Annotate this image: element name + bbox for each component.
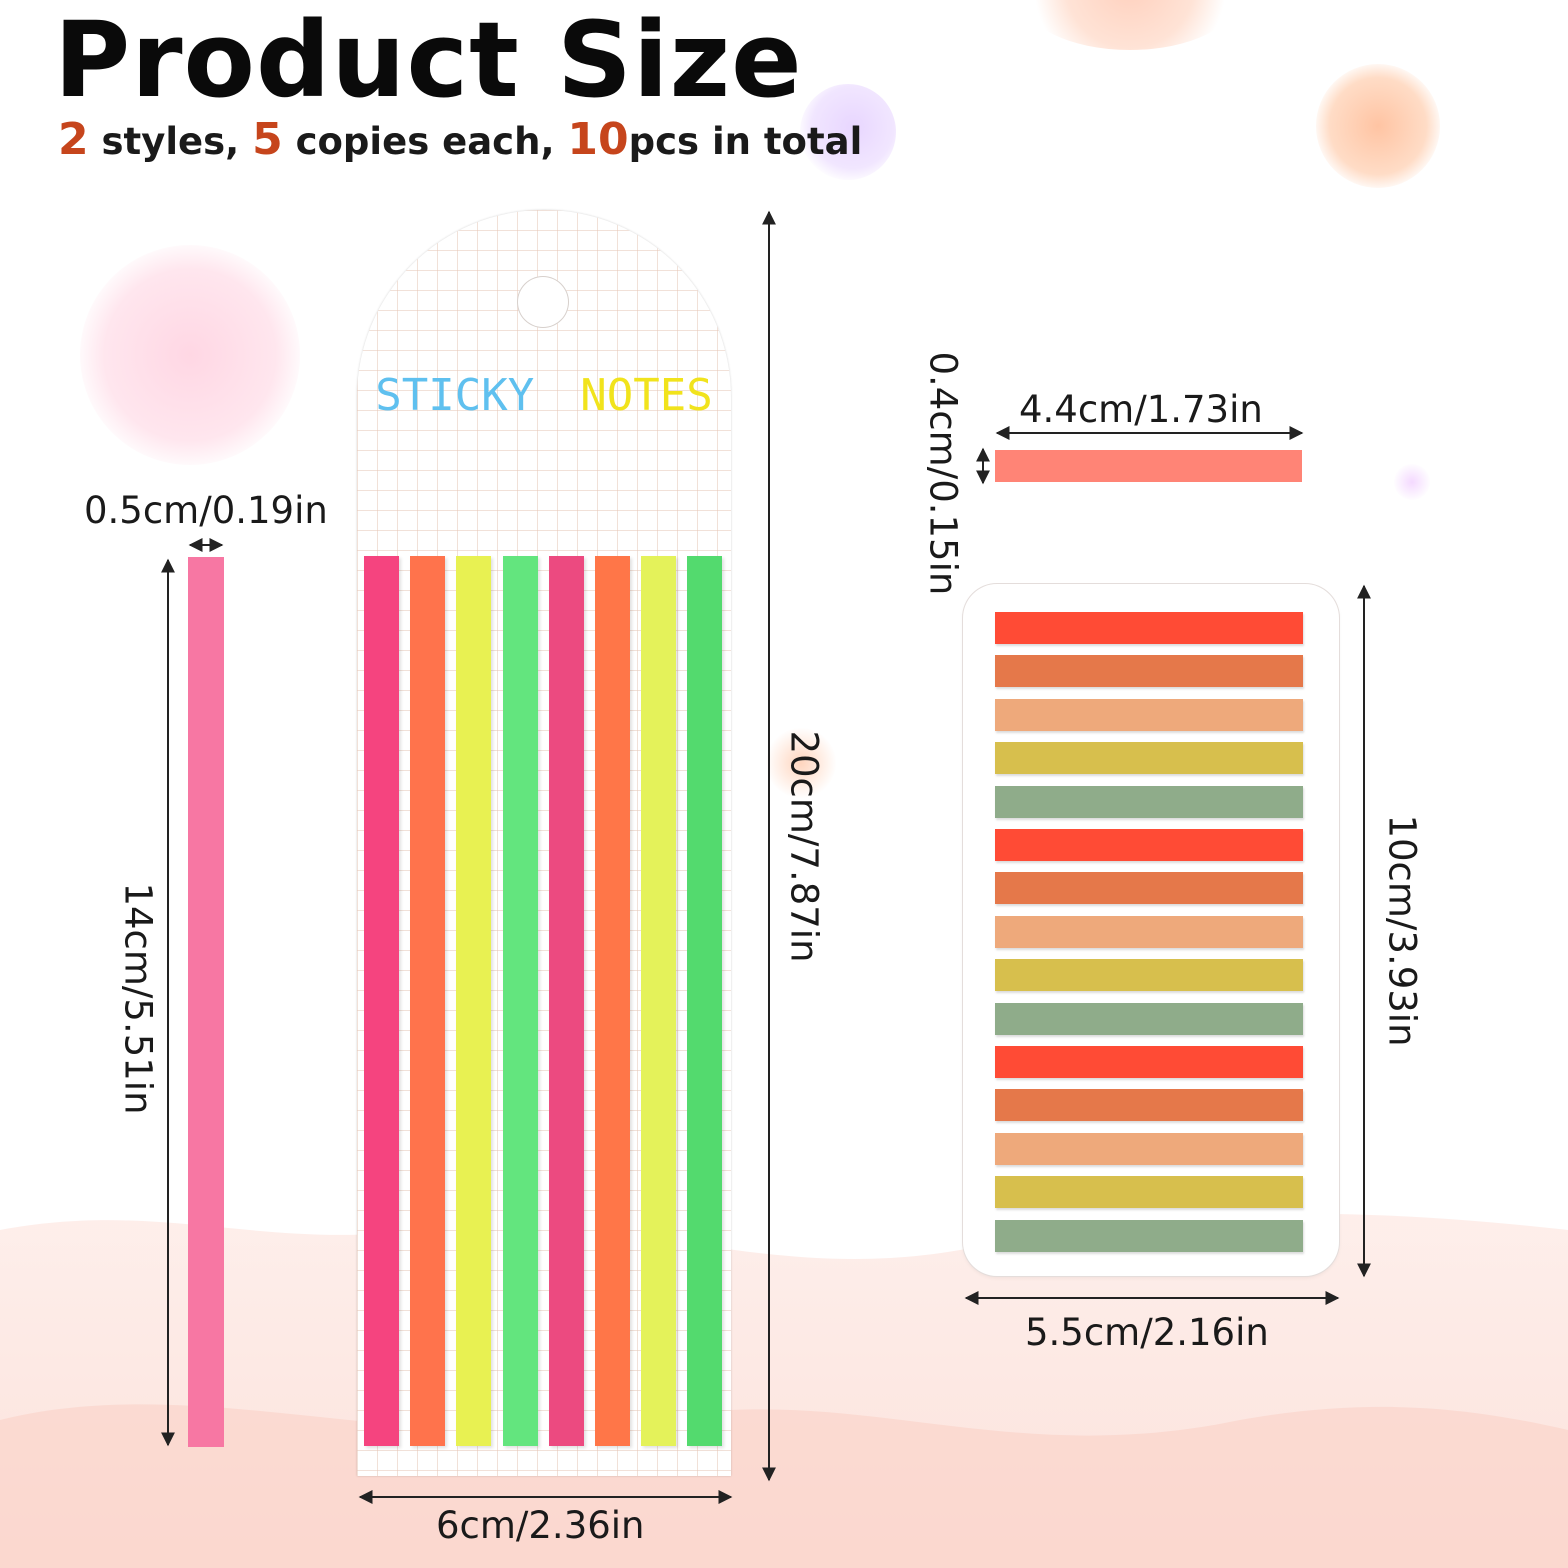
brand-word-notes: NOTES bbox=[580, 370, 713, 421]
brand-word-sticky: STICKY bbox=[375, 370, 535, 421]
box-tab bbox=[995, 655, 1303, 688]
card-strip bbox=[687, 556, 723, 1446]
card-strip bbox=[456, 556, 492, 1446]
box-tab bbox=[995, 915, 1303, 948]
card-strip bbox=[548, 556, 584, 1446]
decor-bubble bbox=[80, 245, 300, 465]
decor-bubble bbox=[800, 84, 896, 180]
sticky-notes-card: STICKY NOTES bbox=[357, 210, 731, 1476]
card-width-label: 6cm/2.36in bbox=[436, 1504, 645, 1547]
box-width-label: 5.5cm/2.16in bbox=[1025, 1311, 1269, 1354]
card-brand: STICKY NOTES bbox=[357, 370, 731, 421]
box-tab bbox=[995, 612, 1303, 644]
sticky-tabs-card bbox=[963, 584, 1339, 1276]
strip-length-label: 14cm/5.51in bbox=[116, 882, 160, 1115]
subtitle-text: pcs in total bbox=[628, 120, 863, 163]
styles-count: 2 bbox=[58, 114, 89, 165]
card-strip bbox=[364, 556, 399, 1446]
card-strip bbox=[641, 556, 677, 1446]
box-tab bbox=[995, 1132, 1303, 1165]
flag-height-label: 0.4cm/0.15in bbox=[921, 351, 965, 596]
subtitle-text: copies each, bbox=[282, 120, 568, 163]
decor-bubble bbox=[1394, 464, 1430, 500]
box-tab bbox=[995, 1046, 1303, 1078]
box-tab bbox=[995, 1219, 1303, 1252]
page-title: Product Size bbox=[54, 0, 803, 121]
single-sticky-flag bbox=[995, 450, 1302, 482]
box-tab bbox=[995, 1089, 1303, 1122]
box-tab bbox=[995, 698, 1303, 731]
box-tab bbox=[995, 742, 1303, 775]
strip-width-label: 0.5cm/0.19in bbox=[84, 489, 328, 532]
box-tab bbox=[995, 872, 1303, 905]
box-tab bbox=[995, 1176, 1303, 1209]
box-height-label: 10cm/3.93in bbox=[1380, 814, 1424, 1047]
single-sticky-strip bbox=[188, 557, 224, 1447]
box-tab bbox=[995, 829, 1303, 861]
subtitle-text: styles, bbox=[88, 120, 253, 163]
copies-count: 5 bbox=[252, 114, 283, 165]
page-subtitle: 2 styles, 5 copies each, 10pcs in total bbox=[58, 114, 862, 165]
decor-bubble bbox=[1316, 64, 1440, 188]
card-strip bbox=[502, 556, 538, 1446]
box-tab bbox=[995, 785, 1303, 818]
hang-hole bbox=[517, 276, 569, 328]
decor-bubble bbox=[766, 728, 836, 798]
card-strip bbox=[410, 556, 446, 1446]
card-strip bbox=[595, 556, 630, 1446]
flag-width-label: 4.4cm/1.73in bbox=[1019, 388, 1263, 431]
total-count: 10 bbox=[567, 114, 629, 165]
card-height-label: 20cm/7.87in bbox=[782, 730, 826, 963]
box-tab bbox=[995, 1002, 1303, 1035]
box-tab bbox=[995, 959, 1303, 992]
